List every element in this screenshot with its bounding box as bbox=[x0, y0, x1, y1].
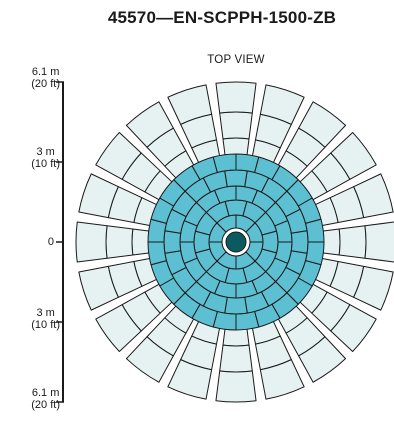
diagram-title: 45570—EN-SCPPH-1500-ZB bbox=[107, 8, 337, 27]
outer-zone-segment bbox=[75, 221, 108, 263]
outer-zone-segment bbox=[298, 101, 347, 148]
outer-zone-segment bbox=[219, 344, 253, 373]
inner-zone-segment bbox=[261, 230, 279, 254]
inner-zone-segment bbox=[224, 169, 248, 188]
outer-zone-segment bbox=[259, 359, 305, 400]
scale-tick-value: 3 m bbox=[36, 307, 55, 319]
outer-zone-segment bbox=[125, 336, 174, 383]
outer-zone-segment bbox=[105, 225, 134, 259]
outer-zone-segment bbox=[215, 81, 257, 114]
outer-zone-segment bbox=[95, 304, 142, 353]
inner-zone-segment bbox=[224, 296, 248, 315]
outer-zone-segment bbox=[167, 84, 213, 125]
outer-zone-segment bbox=[167, 359, 213, 400]
outer-zone-segment bbox=[125, 101, 174, 148]
scale-tick-value: 6.1 m bbox=[31, 66, 60, 78]
scale-tick-sub: (20 ft) bbox=[31, 399, 60, 411]
scale-tick-bottom-mid: 3 m (10 ft) bbox=[31, 307, 60, 331]
outer-zone-segment bbox=[338, 225, 367, 259]
outer-zone-segment bbox=[219, 111, 253, 140]
outer-zone-segment bbox=[353, 173, 394, 219]
outer-zone-segment bbox=[259, 84, 305, 125]
inner-zone-segment bbox=[212, 153, 237, 173]
inner-zone-segment bbox=[147, 241, 167, 266]
outer-zone-segment bbox=[330, 131, 377, 180]
scale-tick-sub: (10 ft) bbox=[31, 158, 60, 170]
scale-tick-value: 3 m bbox=[36, 146, 55, 158]
inner-zone-segment bbox=[290, 230, 309, 254]
outer-zone-segment bbox=[353, 265, 394, 311]
outer-zone-segment bbox=[298, 336, 347, 383]
scale-bar bbox=[56, 81, 64, 403]
scale-tick-top-mid: 3 m (10 ft) bbox=[31, 146, 60, 170]
outer-zone-segment bbox=[215, 370, 257, 403]
outer-zone-segment bbox=[78, 173, 119, 219]
inner-zone-segment bbox=[235, 311, 260, 331]
outer-zone-segment bbox=[330, 304, 377, 353]
scale-tick-sub: (10 ft) bbox=[31, 319, 60, 331]
outer-detection-zone bbox=[75, 81, 394, 403]
inner-zone-segment bbox=[163, 230, 182, 254]
inner-zone-segment bbox=[305, 218, 325, 243]
scale-tick-zero: 0 bbox=[48, 236, 54, 248]
scale-tick-sub: (20 ft) bbox=[31, 78, 60, 90]
scale-tick-value: 6.1 m bbox=[31, 387, 60, 399]
scale-labels: 6.1 m (20 ft) 3 m (10 ft) 0 3 m (10 ft) … bbox=[0, 0, 60, 421]
sensor-center bbox=[225, 231, 247, 253]
outer-zone-segment bbox=[78, 265, 119, 311]
scale-tick-top-far: 6.1 m (20 ft) bbox=[31, 66, 60, 90]
scale-tick-value: 0 bbox=[47, 236, 54, 248]
scale-tick-bottom-far: 6.1 m (20 ft) bbox=[31, 387, 60, 411]
outer-zone-segment bbox=[95, 131, 142, 180]
top-view-label: TOP VIEW bbox=[207, 54, 265, 66]
outer-zone-segment bbox=[364, 221, 394, 263]
inner-detection-zone bbox=[147, 153, 325, 331]
